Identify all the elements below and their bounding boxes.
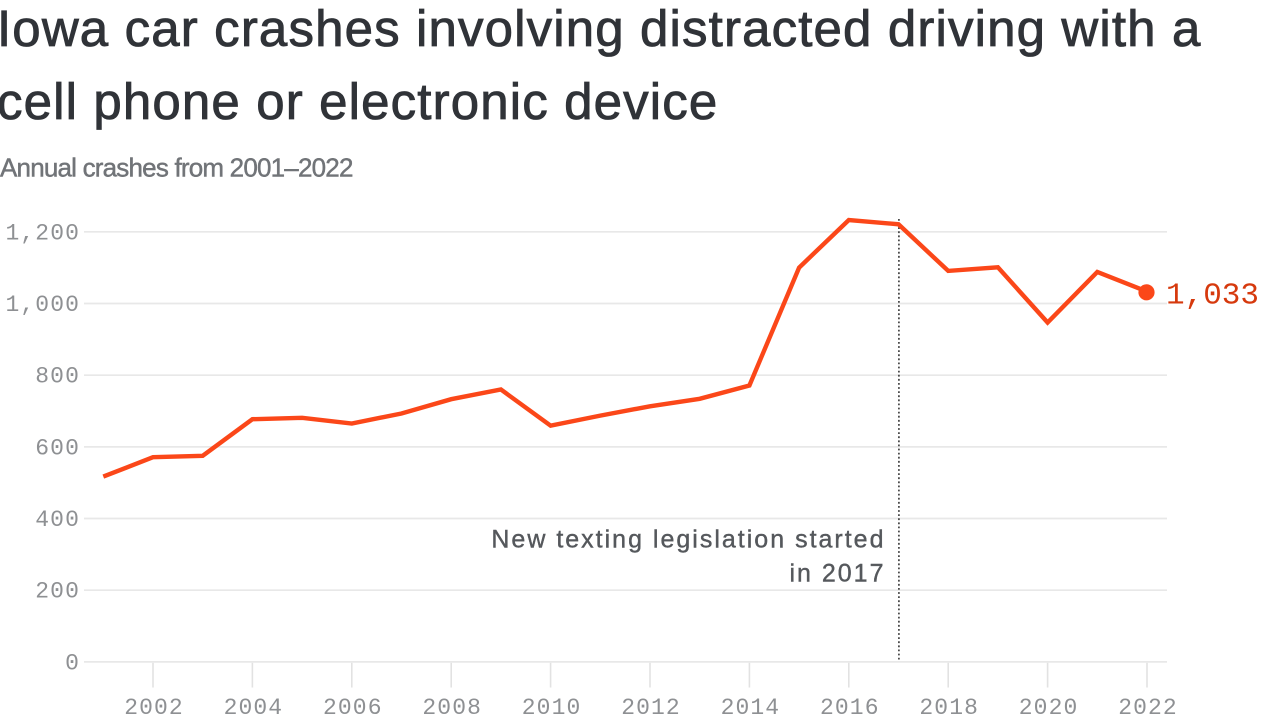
svg-text:200: 200: [35, 579, 80, 605]
svg-text:2014: 2014: [721, 695, 781, 720]
svg-text:2016: 2016: [820, 695, 880, 720]
svg-text:0: 0: [65, 650, 80, 676]
svg-text:in 2017: in 2017: [789, 560, 885, 588]
svg-text:New texting legislation starte: New texting legislation started: [491, 526, 885, 554]
svg-text:2012: 2012: [621, 695, 681, 720]
svg-text:Annual crashes from 2001–2022: Annual crashes from 2001–2022: [0, 152, 353, 182]
svg-text:600: 600: [35, 435, 80, 461]
svg-text:2006: 2006: [323, 695, 383, 720]
svg-text:1,200: 1,200: [5, 220, 80, 246]
svg-text:2018: 2018: [919, 695, 979, 720]
svg-text:2020: 2020: [1019, 695, 1079, 720]
svg-text:Iowa car crashes involving dis: Iowa car crashes involving distracted dr…: [0, 0, 1201, 57]
svg-text:2002: 2002: [124, 695, 184, 720]
svg-text:1,000: 1,000: [5, 292, 80, 318]
svg-text:2008: 2008: [422, 695, 482, 720]
svg-text:2010: 2010: [522, 695, 582, 720]
svg-text:2004: 2004: [224, 695, 284, 720]
svg-text:400: 400: [35, 507, 80, 533]
svg-text:cell phone or electronic devic: cell phone or electronic device: [0, 73, 718, 130]
svg-text:2022: 2022: [1118, 695, 1178, 720]
svg-text:800: 800: [35, 364, 80, 390]
svg-text:1,033: 1,033: [1166, 279, 1259, 314]
